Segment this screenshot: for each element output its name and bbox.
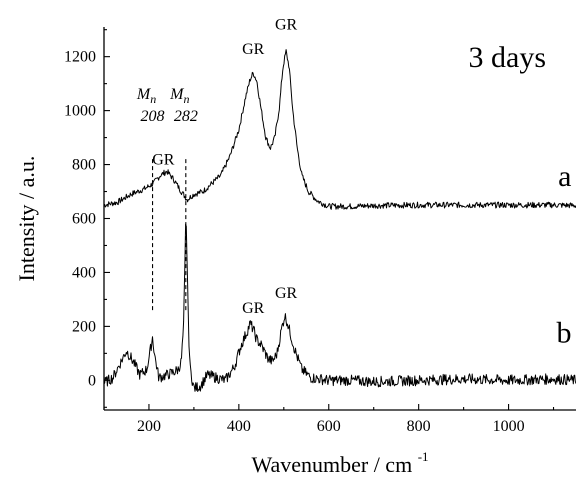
- y-tick-label: 400: [72, 264, 96, 281]
- series-line-a: [103, 49, 576, 210]
- marker-symbol-sub: n: [183, 92, 189, 106]
- chart-text: 3 days Intensity / a.u. Wavenumber / cm …: [14, 41, 546, 477]
- peak-annotation: GR: [275, 285, 298, 302]
- peak-annotation: GR: [242, 41, 265, 58]
- peak-annotation: GR: [275, 17, 298, 34]
- x-tick-label: 400: [227, 418, 251, 435]
- chart-title: 3 days: [469, 41, 547, 74]
- axes: 0 200 400 600 800 1000 1200 200 400 600 800 1000: [64, 27, 576, 435]
- marker-symbol: Mn: [169, 86, 189, 106]
- marker-value: 208: [141, 108, 165, 125]
- x-axis-title-sup: -1: [418, 449, 429, 464]
- x-tick-label: 1000: [493, 418, 525, 435]
- x-axis-title: Wavenumber / cm -1: [251, 449, 428, 477]
- marker-symbol-sub: n: [150, 92, 156, 106]
- marker-value: 282: [174, 108, 198, 125]
- series-line-b: [103, 223, 576, 392]
- marker-symbol: Mn: [136, 86, 156, 106]
- marker-symbol-letter: M: [169, 86, 185, 103]
- y-tick-label: 200: [72, 318, 96, 335]
- peak-annotation: GR: [152, 152, 175, 169]
- y-axis-title: Intensity / a.u.: [14, 156, 39, 282]
- series-label: b: [557, 317, 572, 350]
- x-axis-title-text: Wavenumber / cm: [251, 452, 412, 477]
- y-tick-label: 0: [88, 372, 96, 389]
- y-tick-label: 1000: [64, 103, 96, 120]
- x-tick-label: 200: [137, 418, 161, 435]
- series-label: a: [558, 160, 571, 193]
- peak-annotation: GR: [242, 300, 265, 317]
- y-tick-label: 800: [72, 157, 96, 174]
- marker-symbol-letter: M: [136, 86, 152, 103]
- y-tick-label: 600: [72, 211, 96, 228]
- y-tick-label: 1200: [64, 49, 96, 66]
- x-tick-label: 600: [317, 418, 341, 435]
- x-tick-label: 800: [407, 418, 431, 435]
